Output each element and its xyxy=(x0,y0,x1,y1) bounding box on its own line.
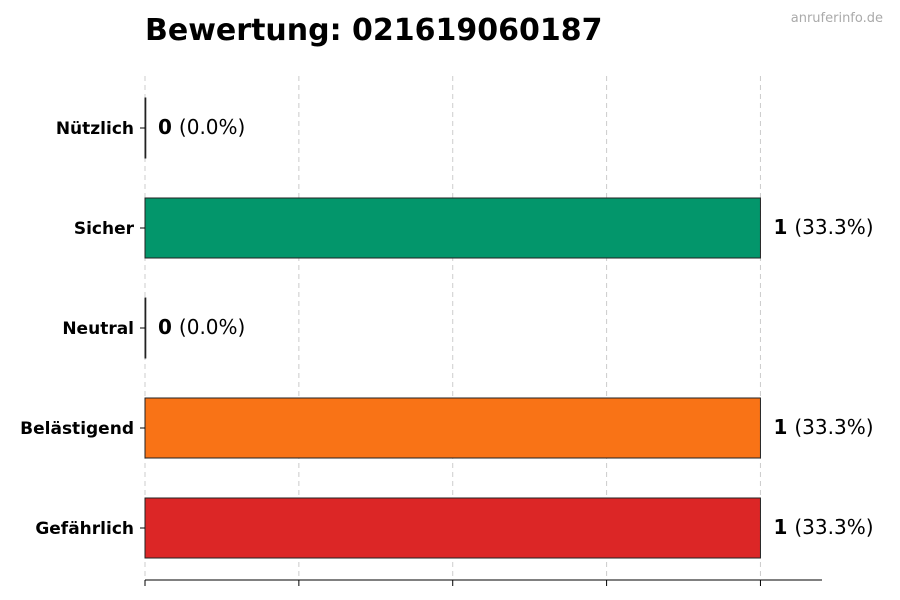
x-axis xyxy=(144,579,822,586)
value-count-1: 1 xyxy=(773,215,787,239)
bar-3 xyxy=(144,397,761,459)
value-count-2: 0 xyxy=(158,315,172,339)
value-label-3: 1 (33.3%) xyxy=(773,415,873,439)
value-count-3: 1 xyxy=(773,415,787,439)
value-percent-0: (0.0%) xyxy=(179,115,245,139)
chart-title: Bewertung: 021619060187 xyxy=(145,13,603,48)
value-label-0: 0 (0.0%) xyxy=(158,115,245,139)
category-labels: Nützlich Sicher Neutral Belästigend Gefährli… xyxy=(20,119,145,539)
category-label-0: Nützlich xyxy=(56,119,134,139)
category-label-1: Sicher xyxy=(74,219,135,239)
bar-0 xyxy=(144,97,147,159)
bar-1 xyxy=(144,197,761,259)
category-label-2: Neutral xyxy=(62,319,134,339)
watermark: anruferinfo.de xyxy=(791,11,883,26)
bars xyxy=(144,97,761,559)
value-percent-4: (33.3%) xyxy=(794,515,873,539)
category-label-3: Belästigend xyxy=(20,419,134,439)
value-percent-3: (33.3%) xyxy=(794,415,873,439)
value-percent-2: (0.0%) xyxy=(179,315,245,339)
bar-2 xyxy=(144,297,147,359)
value-count-4: 1 xyxy=(773,515,787,539)
value-count-0: 0 xyxy=(158,115,172,139)
value-label-1: 1 (33.3%) xyxy=(773,215,873,239)
category-label-4: Gefährlich xyxy=(35,519,134,539)
grid-lines xyxy=(144,76,761,578)
value-labels: 0 (0.0%) 1 (33.3%) 0 (0.0%) 1 (33.3%) 1 (33.3%) xyxy=(158,115,874,539)
value-label-2: 0 (0.0%) xyxy=(158,315,245,339)
value-label-4: 1 (33.3%) xyxy=(773,515,873,539)
value-percent-1: (33.3%) xyxy=(794,215,873,239)
bar-4 xyxy=(144,497,761,559)
